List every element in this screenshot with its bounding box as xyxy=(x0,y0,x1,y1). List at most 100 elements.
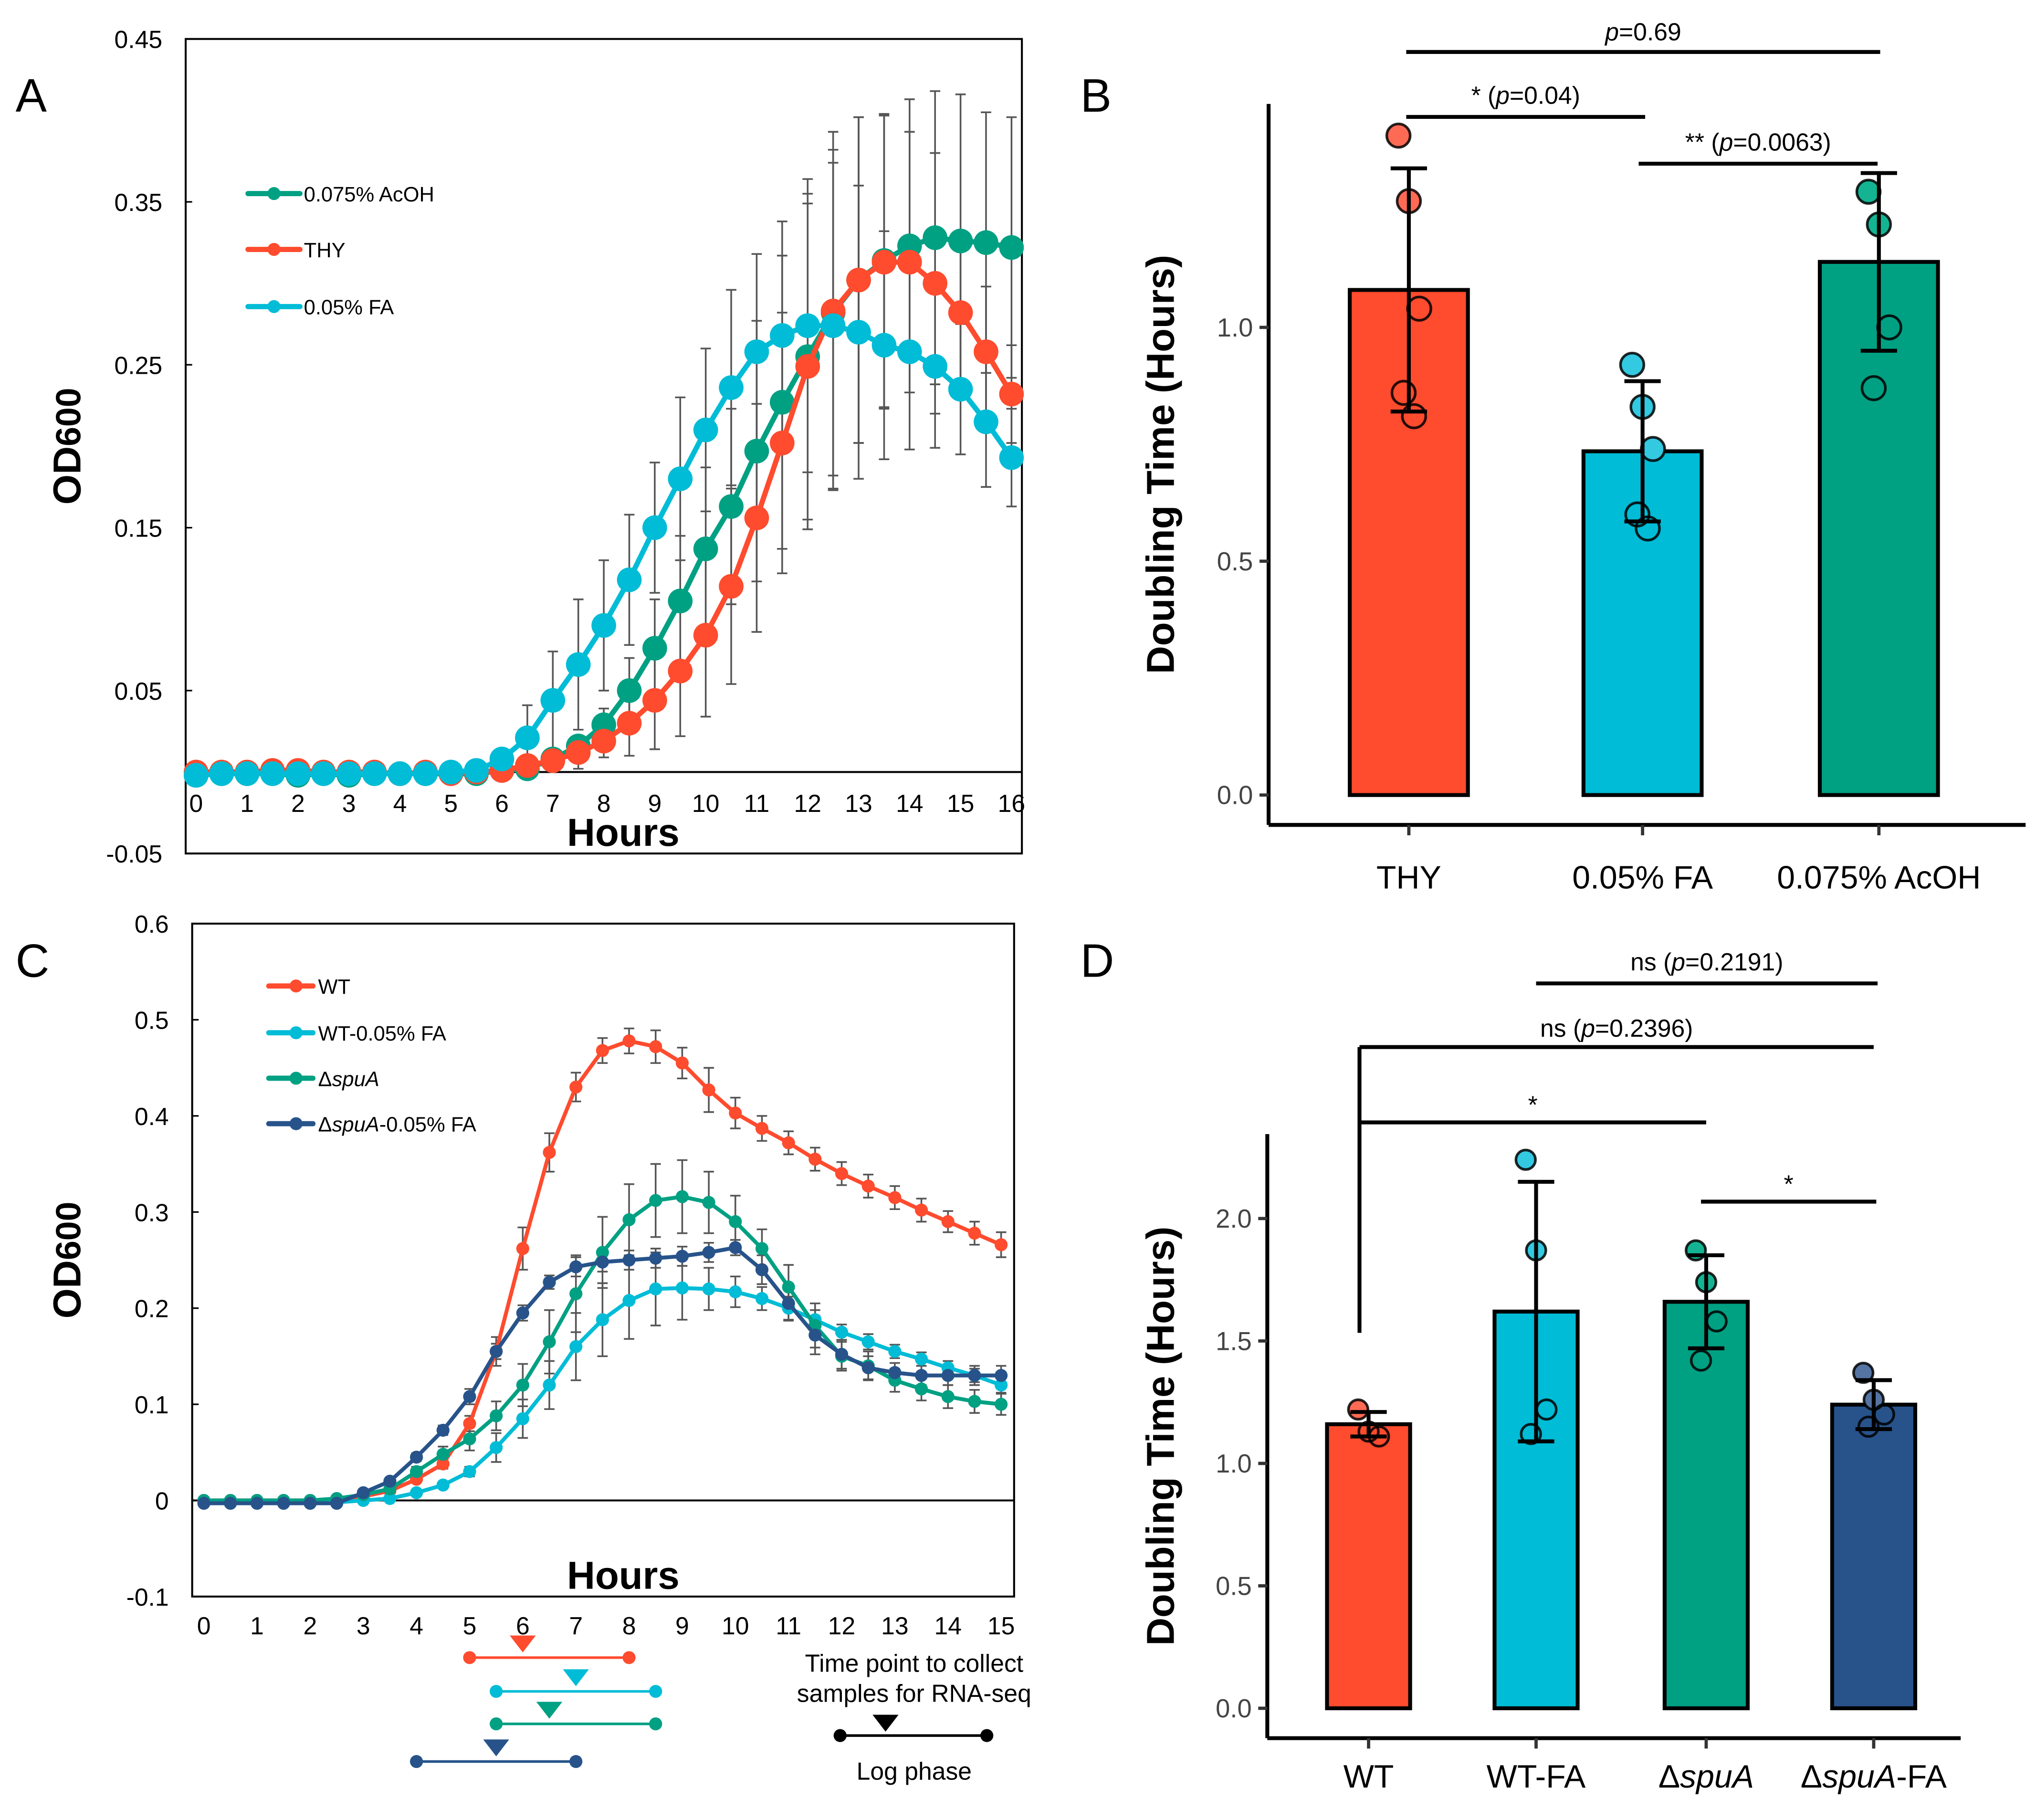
x-tick-label: 3 xyxy=(342,789,356,817)
significance-label: p=0.69 xyxy=(1604,18,1681,45)
data-point xyxy=(995,1238,1008,1252)
x-tick-label: 12 xyxy=(794,789,821,817)
y-tick-label: 0.0 xyxy=(1217,781,1253,810)
data-point xyxy=(516,1412,529,1425)
data-point xyxy=(729,1241,742,1254)
data-point xyxy=(941,1215,955,1229)
p-value: =0.2396) xyxy=(1595,1014,1693,1042)
data-point xyxy=(948,228,973,253)
data-point xyxy=(846,320,871,345)
data-point xyxy=(566,740,591,765)
legend-swatch-marker xyxy=(289,1072,303,1085)
x-tick-label: 7 xyxy=(546,789,560,817)
data-point xyxy=(383,1474,397,1488)
log-phase-key-end xyxy=(980,1729,994,1742)
y-tick-label: -0.1 xyxy=(126,1583,169,1611)
data-point xyxy=(999,235,1024,260)
data-point xyxy=(543,1146,556,1159)
replicate-point xyxy=(1640,436,1666,462)
x-tick-label: 9 xyxy=(648,789,662,817)
data-point xyxy=(490,1441,503,1454)
p-symbol: p xyxy=(1719,128,1733,156)
replicate-point xyxy=(1860,375,1887,401)
data-point xyxy=(999,381,1024,407)
data-point xyxy=(596,1044,609,1057)
y-tick-label: 1.0 xyxy=(1217,313,1253,342)
sampling-timepoint-triangle xyxy=(483,1739,509,1757)
data-point xyxy=(914,1382,928,1396)
data-point xyxy=(285,761,311,786)
legend-swatch-marker xyxy=(267,242,281,256)
log-phase-key-label: Log phase xyxy=(857,1757,972,1785)
data-point xyxy=(914,1352,928,1366)
data-point xyxy=(693,417,718,442)
x-tick-label: 3 xyxy=(357,1612,370,1640)
data-point xyxy=(622,1294,636,1307)
y-tick-label: 2.0 xyxy=(1216,1204,1252,1233)
data-point xyxy=(702,1282,715,1296)
data-point xyxy=(591,613,616,638)
y-tick-label: 0.3 xyxy=(135,1199,169,1226)
x-tick-label: 0 xyxy=(189,789,203,817)
replicate-point xyxy=(1347,1398,1369,1421)
x-tick-label: 10 xyxy=(692,789,719,817)
legend-label: ΔspuA-0.05% FA xyxy=(318,1114,476,1136)
legend-label: WT-0.05% FA xyxy=(318,1022,446,1045)
significance-prefix: ** ( xyxy=(1685,128,1720,156)
x-tick-label: 1 xyxy=(240,789,254,817)
data-point xyxy=(835,1326,849,1339)
data-point xyxy=(755,1242,769,1255)
y-axis-label-main: OD xyxy=(46,1260,89,1318)
data-point xyxy=(569,1287,583,1301)
y-tick-label: 0.4 xyxy=(135,1103,169,1130)
data-point xyxy=(948,300,973,325)
data-point xyxy=(941,1369,955,1382)
log-phase-start-marker xyxy=(490,1684,503,1698)
category-suffix: -FA xyxy=(1896,1758,1947,1795)
data-point xyxy=(336,761,362,786)
data-point xyxy=(543,1335,556,1348)
data-point xyxy=(250,1496,264,1510)
data-point xyxy=(755,1263,769,1276)
p-value: =0.2191) xyxy=(1685,948,1783,976)
data-point xyxy=(897,339,922,364)
x-tick-label: 1 xyxy=(250,1612,264,1640)
significance-prefix: ns ( xyxy=(1630,948,1671,976)
bar xyxy=(1581,449,1704,797)
x-tick-label: 4 xyxy=(409,1612,423,1640)
legend-label-suffix: -0.05% FA xyxy=(379,1114,476,1136)
data-point xyxy=(410,1465,423,1478)
x-category-label: WT xyxy=(1343,1758,1394,1795)
data-point xyxy=(668,659,693,684)
y-tick-label: 0.35 xyxy=(114,189,162,216)
p-value: =0.0063) xyxy=(1733,128,1831,156)
data-point xyxy=(719,494,744,519)
x-category-label: ΔspuA xyxy=(1658,1758,1754,1795)
category-prefix: Δ xyxy=(1658,1758,1680,1795)
data-point xyxy=(846,267,871,293)
data-point xyxy=(948,377,973,402)
y-tick-label: 0.5 xyxy=(135,1007,169,1034)
data-point xyxy=(569,1080,583,1094)
y-axis-label-subscript: 600 xyxy=(49,1201,88,1260)
data-point xyxy=(693,622,718,648)
data-point xyxy=(622,1213,636,1226)
legend-swatch-marker xyxy=(289,1026,303,1040)
significance-prefix: * xyxy=(1784,1170,1794,1198)
data-point xyxy=(675,1190,689,1203)
significance-prefix: ns ( xyxy=(1540,1014,1581,1042)
x-category-label: ΔspuA-FA xyxy=(1801,1758,1947,1795)
data-point xyxy=(649,1040,662,1053)
data-point xyxy=(995,1398,1008,1411)
data-point xyxy=(770,431,795,455)
data-point xyxy=(649,1194,662,1207)
panel-a-growth-curve: 0.450.350.250.150.05-0.050 1 2 3 4 5 6 7 8 9 10 11 1… xyxy=(46,26,1025,868)
x-tick-label: 16 xyxy=(998,789,1025,817)
data-point xyxy=(888,1191,902,1204)
significance-label: * xyxy=(1784,1170,1794,1198)
replicate-point xyxy=(1852,1361,1875,1384)
log-phase-start-marker xyxy=(490,1717,503,1731)
x-tick-label: 14 xyxy=(896,789,923,817)
data-point xyxy=(888,1366,902,1379)
